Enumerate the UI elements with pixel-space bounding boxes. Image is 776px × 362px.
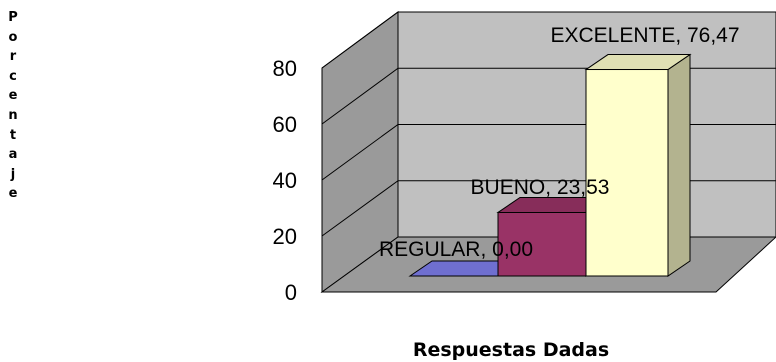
y-tick-label: 40 [273, 168, 297, 193]
y-tick-label: 20 [273, 224, 297, 249]
gridline [321, 11, 776, 69]
y-axis-title-letter: P [8, 10, 18, 25]
bars [408, 53, 692, 277]
y-axis-title-letter: o [8, 29, 18, 45]
y-axis-title-letter: t [9, 127, 17, 143]
data-label: REGULAR, 0,00 [379, 238, 533, 261]
y-tick-labels: 0 20 40 60 80 [273, 56, 297, 305]
y-axis-title-letter: r [9, 49, 17, 65]
data-labels: REGULAR, 0,00 BUENO, 23,53 EXCELENTE, 76,4… [379, 24, 740, 261]
y-tick-label: 80 [273, 56, 297, 81]
y-axis-title-letter: e [8, 88, 18, 104]
y-axis-title-letter: c [9, 68, 17, 84]
data-label: EXCELENTE, 76,47 [550, 24, 739, 47]
bar-front [585, 69, 669, 277]
y-tick-label: 0 [285, 280, 297, 305]
bar-side [667, 53, 691, 277]
bar-front [497, 211, 587, 277]
data-label: BUENO, 23,53 [471, 176, 610, 199]
y-axis-title-letter: e [8, 186, 18, 202]
y-tick-label: 60 [273, 112, 297, 137]
y-axis-title-letter: j [10, 166, 16, 182]
bar-top [584, 54, 692, 71]
y-axis-title-letter: n [8, 107, 18, 123]
bar [584, 53, 692, 277]
x-axis-title: Respuestas Dadas [413, 339, 609, 361]
y-axis-title-letter: a [8, 147, 18, 163]
